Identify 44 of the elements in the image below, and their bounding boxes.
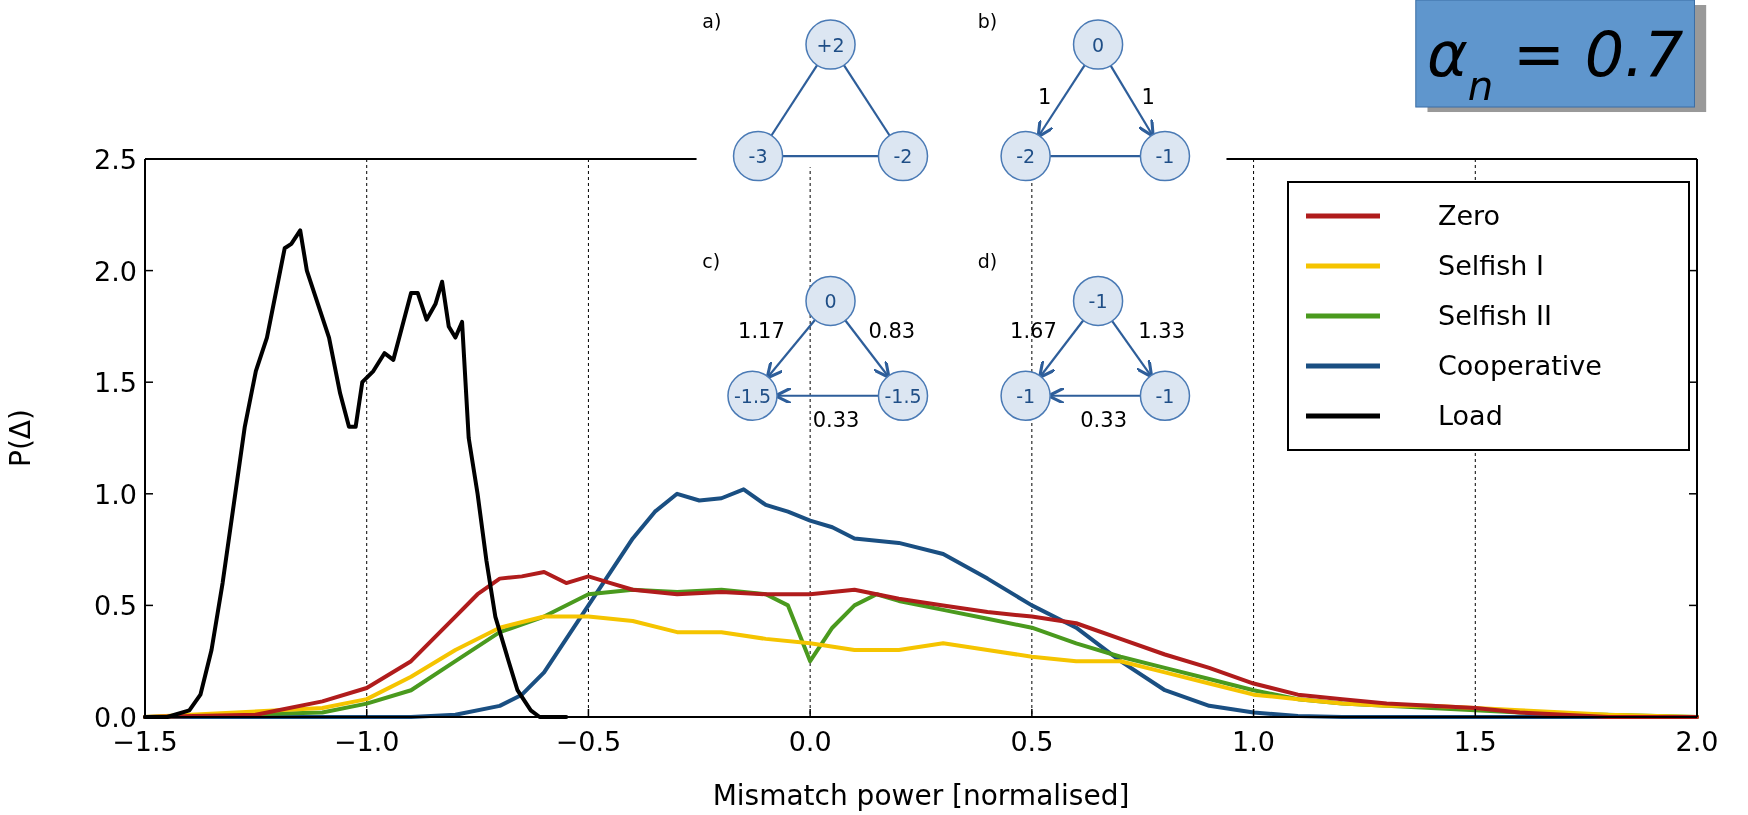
text: 1 bbox=[1141, 84, 1155, 109]
annotation: 1.17 bbox=[738, 319, 785, 344]
annotation: -2 bbox=[1016, 145, 1036, 168]
text: a) bbox=[702, 9, 722, 32]
y-tick-label: 2.0 bbox=[94, 255, 137, 287]
annotation: -3 bbox=[748, 145, 768, 168]
y-tick-label: 2.5 bbox=[94, 144, 137, 175]
y-tick-label: 0.5 bbox=[94, 590, 137, 622]
x-tick-label: 1.5 bbox=[1453, 726, 1497, 757]
annotation: 0.83 bbox=[868, 319, 916, 344]
x-tick-label: 0.5 bbox=[1010, 726, 1054, 757]
annotation: 0.33 bbox=[1080, 408, 1128, 433]
x-tick-label: 1.0 bbox=[1232, 726, 1276, 757]
x-tick-label: 2.0 bbox=[1675, 726, 1719, 757]
text: α$_{n}$ = 0.7 bbox=[1426, 17, 1684, 110]
legend-label: Selfish I bbox=[1438, 250, 1544, 281]
text: +2 bbox=[816, 33, 845, 56]
annotation: -1.5 bbox=[733, 384, 772, 407]
legend-label: Cooperative bbox=[1438, 350, 1602, 381]
annotation: -1 bbox=[1016, 384, 1036, 407]
y-tick-label: 1.5 bbox=[94, 367, 137, 399]
y-axis-title: P(Δ) bbox=[4, 409, 37, 467]
text: 0 bbox=[1092, 33, 1105, 56]
x-tick-label: −0.5 bbox=[555, 726, 622, 757]
legend-label: Load bbox=[1438, 400, 1503, 431]
annotation: 0.33 bbox=[812, 408, 860, 433]
x-tick-label: 0.0 bbox=[788, 726, 832, 757]
annotation: -1 bbox=[1088, 289, 1108, 312]
annotation: c) bbox=[702, 249, 721, 272]
annotation: d) bbox=[977, 249, 998, 272]
text: 1 bbox=[1037, 84, 1052, 109]
annotation: -1 bbox=[1155, 145, 1175, 168]
annotation: -1.5 bbox=[884, 384, 922, 407]
annotation: 1.33 bbox=[1138, 319, 1185, 344]
y-tick-label: 1.0 bbox=[94, 478, 137, 510]
annotation: 1.67 bbox=[1010, 319, 1057, 344]
legend-label: Zero bbox=[1438, 200, 1501, 231]
legend-label: Selfish II bbox=[1438, 300, 1552, 331]
text: b) bbox=[977, 9, 998, 32]
annotation: 0 bbox=[824, 289, 837, 312]
annotation: -2 bbox=[893, 145, 913, 168]
annotation: -1 bbox=[1155, 384, 1175, 407]
x-tick-label: −1.0 bbox=[333, 726, 400, 757]
x-axis-title: Mismatch power [normalised] bbox=[712, 779, 1130, 812]
